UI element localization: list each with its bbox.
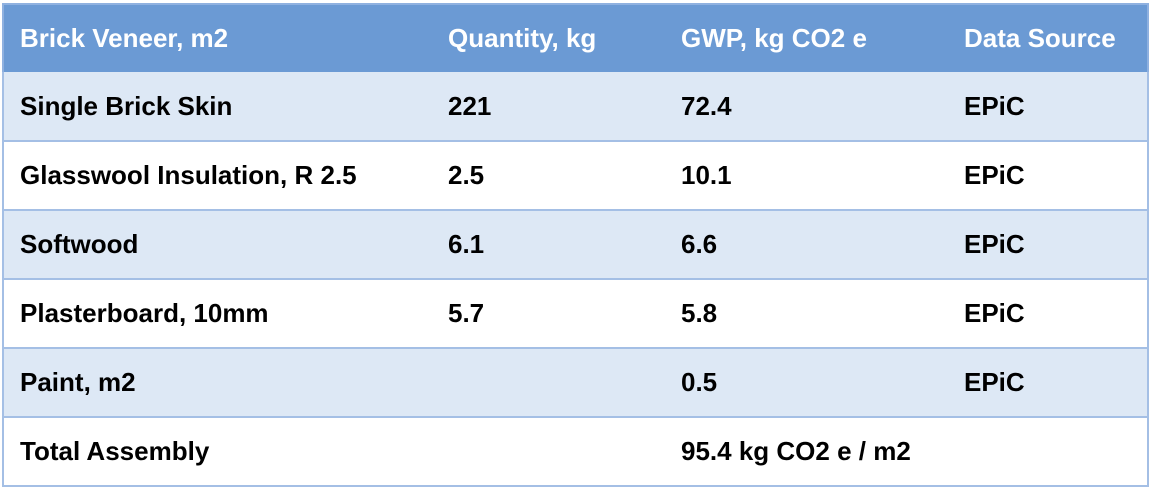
total-gwp: 95.4 kg CO2 e / m2 — [681, 436, 911, 466]
cell-gwp: 5.8 — [681, 298, 718, 328]
cell-source: EPiC — [948, 141, 1149, 210]
cell-quantity: 2.5 — [448, 160, 485, 190]
cell-source: EPiC — [948, 72, 1149, 141]
cell-source: EPiC — [948, 210, 1149, 279]
header-material: Brick Veneer, m2 — [2, 3, 432, 72]
table-row: Plasterboard, 10mm 5.7 5.8 EPiC — [2, 279, 1149, 348]
total-source — [948, 417, 1149, 486]
cell-quantity: 6.1 — [448, 229, 485, 259]
embodied-carbon-table: Brick Veneer, m2 Quantity, kg GWP, kg CO… — [2, 3, 1149, 487]
cell-gwp: 10.1 — [681, 160, 732, 190]
table-row: Single Brick Skin 221 72.4 EPiC — [2, 72, 1149, 141]
cell-quantity — [432, 348, 665, 417]
table-row: Paint, m2 0.5 EPiC — [2, 348, 1149, 417]
cell-gwp: 6.6 — [681, 229, 718, 259]
cell-material: Glasswool Insulation, R 2.5 — [2, 141, 432, 210]
cell-material: Plasterboard, 10mm — [2, 279, 432, 348]
cell-source: EPiC — [948, 348, 1149, 417]
total-label: Total Assembly — [2, 417, 432, 486]
total-row: Total Assembly 95.4 kg CO2 e / m2 — [2, 417, 1149, 486]
cell-material: Paint, m2 — [2, 348, 432, 417]
cell-material: Single Brick Skin — [2, 72, 432, 141]
header-data-source: Data Source — [948, 3, 1149, 72]
total-quantity — [432, 417, 665, 486]
cell-material: Softwood — [2, 210, 432, 279]
cell-quantity: 221 — [448, 90, 492, 121]
table-row: Glasswool Insulation, R 2.5 2.5 10.1 EPi… — [2, 141, 1149, 210]
cell-gwp: 72.4 — [681, 90, 732, 121]
cell-quantity: 5.7 — [448, 298, 485, 328]
cell-gwp: 0.5 — [681, 367, 718, 397]
header-quantity: Quantity, kg — [432, 3, 665, 72]
table-row: Softwood 6.1 6.6 EPiC — [2, 210, 1149, 279]
cell-source: EPiC — [948, 279, 1149, 348]
header-gwp: GWP, kg CO2 e — [665, 3, 948, 72]
table-container: Brick Veneer, m2 Quantity, kg GWP, kg CO… — [2, 3, 1149, 487]
table-header-row: Brick Veneer, m2 Quantity, kg GWP, kg CO… — [2, 3, 1149, 72]
